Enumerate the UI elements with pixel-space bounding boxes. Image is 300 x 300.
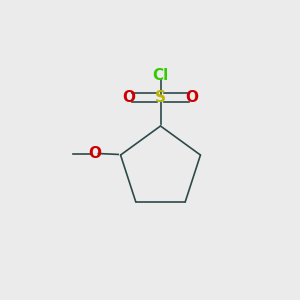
Text: Cl: Cl — [152, 68, 169, 82]
Text: O: O — [185, 90, 199, 105]
Text: S: S — [155, 90, 166, 105]
Text: O: O — [122, 90, 136, 105]
Text: O: O — [88, 146, 102, 161]
